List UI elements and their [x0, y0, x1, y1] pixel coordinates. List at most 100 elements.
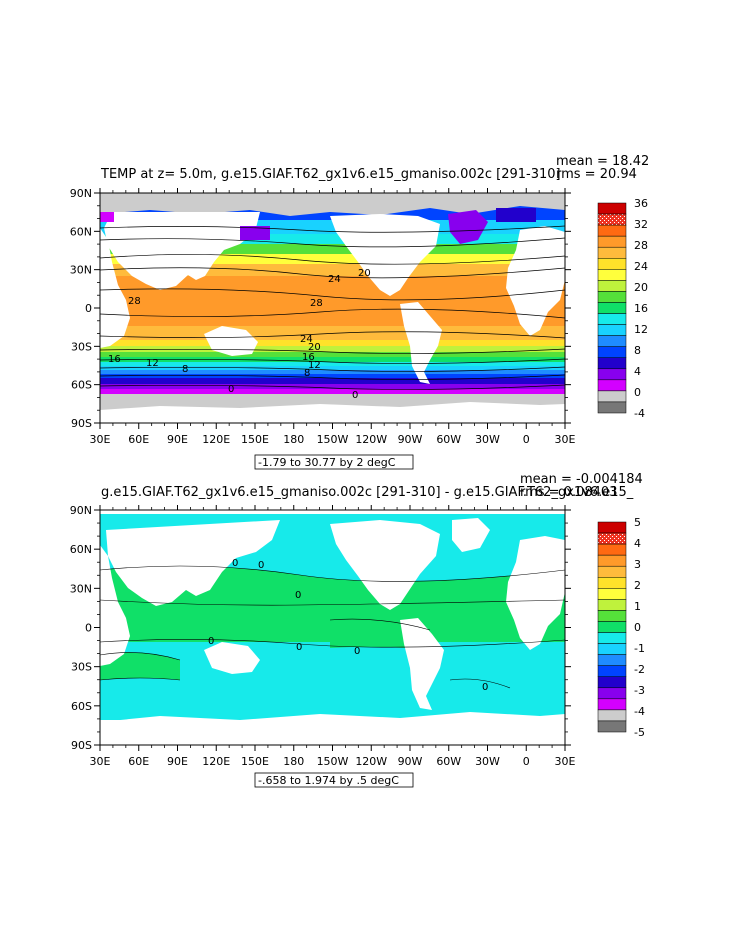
asia	[106, 520, 280, 606]
colorbar-swatch	[597, 698, 627, 711]
contour-lines	[100, 565, 565, 689]
panel-1-mean: mean = 18.42	[556, 154, 649, 169]
contour-label: 0	[232, 558, 238, 569]
arctic-ice	[100, 193, 565, 216]
africa	[100, 545, 130, 666]
greenland	[448, 210, 488, 244]
colorbar-swatch	[597, 401, 627, 414]
colorbar-swatch	[597, 621, 627, 633]
colorbar-swatch	[597, 335, 627, 347]
colorbar-swatch	[597, 632, 627, 644]
sst-band	[100, 384, 565, 389]
panel-2-lon-label: 150E	[241, 755, 269, 768]
anomaly-region	[100, 642, 565, 720]
colorbar-label: 28	[634, 239, 648, 252]
panel-2-lon-label: 60E	[128, 755, 149, 768]
panel-2-map: 0 0 0 0 0 0 0	[100, 510, 565, 745]
contour-label: 0	[208, 636, 214, 647]
colorbar-swatch	[597, 577, 627, 589]
sst-band	[100, 370, 565, 374]
north-america	[330, 520, 440, 610]
sst-band	[100, 366, 565, 370]
sst-band	[100, 394, 565, 400]
colorbar-swatch	[597, 224, 627, 237]
sst-band	[100, 374, 565, 378]
europe-africa-east	[506, 226, 565, 336]
colorbar-label: 1	[634, 600, 641, 613]
panel-1-lat-label: 0	[85, 302, 92, 315]
colorbar-label: 5	[634, 516, 641, 529]
panel-2: g.e15.GIAF.T62_gx1v6.e15_gmaniso.002c [2…	[70, 472, 645, 788]
colorbar-label: -3	[634, 684, 645, 697]
colorbar-swatch	[597, 213, 627, 226]
colorbar-label: -1	[634, 642, 645, 655]
panel-1-lon-label: 0	[523, 433, 530, 446]
panel-2-lon-label: 60W	[436, 755, 461, 768]
colorbar-swatch	[597, 565, 627, 578]
sst-band	[100, 234, 565, 244]
colorbar-swatch	[597, 532, 627, 545]
panel-1-lon-label: 150E	[241, 433, 269, 446]
colorbar-label: 2	[634, 579, 641, 592]
panel-1-range-note: -1.79 to 30.77 by 2 degC	[258, 456, 396, 469]
panel-1-title: TEMP at z= 5.0m, g.e15.GIAF.T62_gx1v6.e1…	[100, 167, 561, 182]
colorbar-swatch	[597, 554, 627, 567]
panel-2-lon-label: 90W	[398, 755, 423, 768]
colorbar-swatch	[597, 235, 627, 248]
panel-1-rms: rms = 20.94	[556, 167, 637, 182]
colorbar-swatch	[597, 521, 627, 534]
colorbar-swatch	[597, 291, 627, 303]
colorbar-label: -5	[634, 726, 645, 739]
panel-2-lat-label: 90N	[70, 504, 92, 517]
colorbar-label: 36	[634, 197, 648, 210]
panel-1-lon-label: 30E	[555, 433, 576, 446]
colorbar-swatch	[597, 379, 627, 392]
colorbar-swatch	[597, 357, 627, 370]
panel-2-lon-label: 120W	[355, 755, 387, 768]
contour-label: 28	[310, 298, 323, 309]
sst-band	[100, 346, 565, 352]
sst-band	[100, 264, 565, 276]
contour-label: 0	[228, 384, 234, 395]
panel-2-lat-label: 0	[85, 622, 92, 635]
panel-2-lat-label: 60S	[71, 700, 92, 713]
colorbar-swatch	[597, 687, 627, 700]
colorbar-swatch	[597, 676, 627, 689]
sst-band	[100, 357, 565, 362]
panel-1-lat-label: 60S	[71, 379, 92, 392]
contour-label: 0	[352, 390, 358, 401]
colorbar-label: 0	[634, 621, 641, 634]
panel-1-lon-label: 60W	[436, 433, 461, 446]
panel-1-lat-label: 90S	[71, 417, 92, 430]
panel-1-lat-label: 90N	[70, 187, 92, 200]
cold-patch	[496, 208, 536, 222]
colorbar-swatch	[597, 258, 627, 270]
colorbar-swatch	[597, 654, 627, 666]
colorbar-label: 24	[634, 260, 648, 273]
contour-label: 0	[354, 646, 360, 657]
colorbar-label: 3	[634, 558, 641, 571]
colorbar-swatch	[597, 280, 627, 292]
colorbar-label: 20	[634, 281, 648, 294]
panel-1-lon-label: 90W	[398, 433, 423, 446]
colorbar-label: -2	[634, 663, 645, 676]
panel-2-lon-label: 30E	[90, 755, 111, 768]
panel-1: TEMP at z= 5.0m, g.e15.GIAF.T62_gx1v6.e1…	[70, 154, 649, 470]
panel-1-lon-label: 120W	[355, 433, 387, 446]
colorbar-swatch	[597, 202, 627, 215]
arctic-land	[100, 510, 565, 514]
contour-label: 28	[128, 296, 141, 307]
contour-label: 20	[358, 268, 371, 279]
colorbar-label: 32	[634, 218, 648, 231]
panel-1-lat-label: 60N	[70, 225, 92, 238]
panel-1-lat-label: 30S	[71, 340, 92, 353]
panel-2-mean: mean = -0.004184	[520, 472, 643, 487]
panel-1-lon-label: 150W	[317, 433, 349, 446]
colorbar-swatch	[597, 269, 627, 281]
panel-2-lon-label: 30E	[555, 755, 576, 768]
colorbar-swatch	[597, 588, 627, 600]
europe-africa-east	[506, 536, 565, 650]
panel-1-lon-label: 90E	[167, 433, 188, 446]
contour-label: 8	[182, 364, 188, 375]
antarctica	[100, 402, 565, 423]
